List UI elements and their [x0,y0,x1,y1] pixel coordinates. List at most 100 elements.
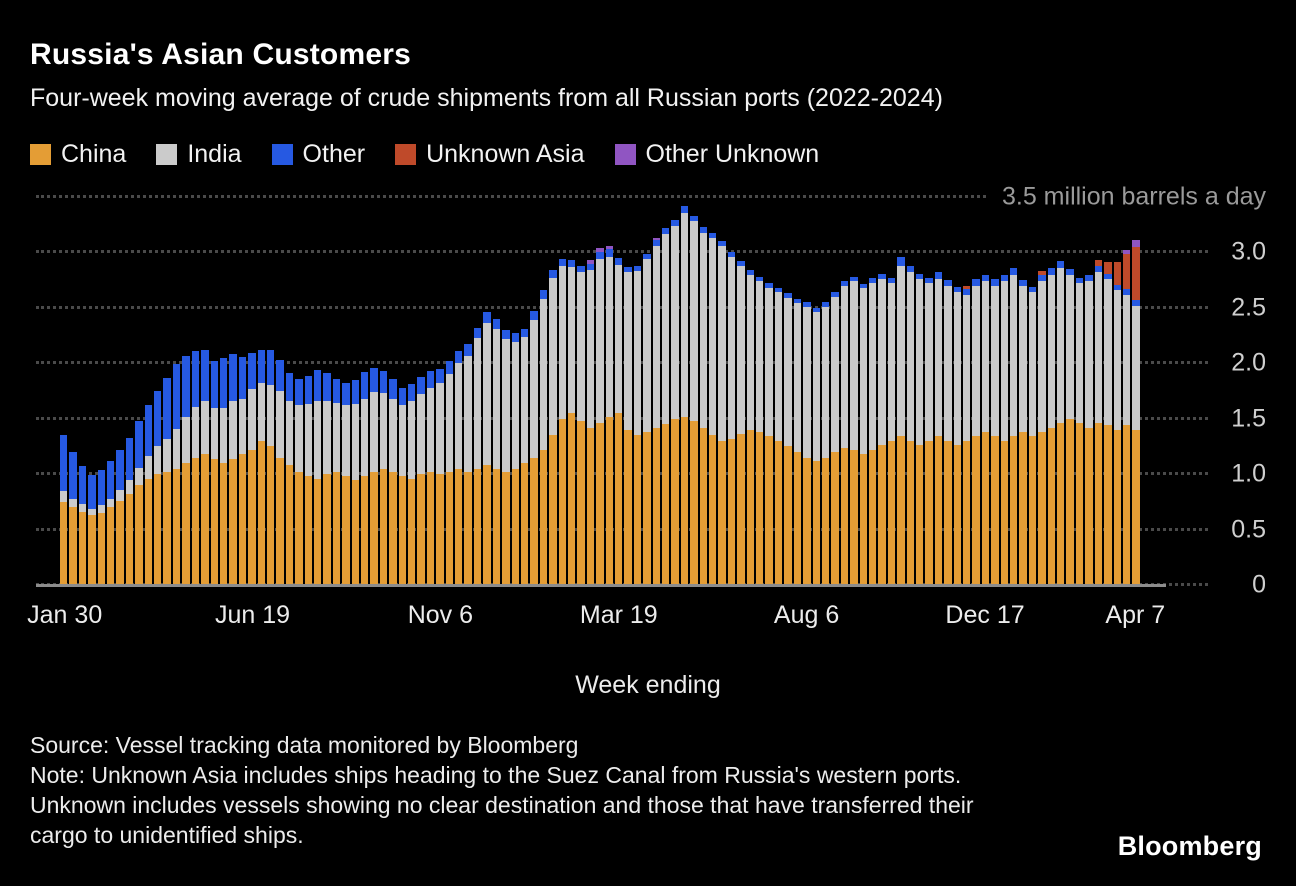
bar [586,197,595,585]
bar [963,197,971,585]
bar-segment-india [417,394,425,475]
bar [182,197,190,585]
bar-segment-china [116,500,124,585]
bar-segment-other [1038,274,1046,282]
bar-segment-china [1122,425,1131,585]
bar-segment-china [605,416,613,585]
x-axis-tick-labels: Jan 30 Jun 19 Nov 6 Mar 19 Aug 6 Dec 17 Apr 7 [27,585,1165,643]
bar [1094,197,1103,585]
bar-segment-other [276,359,284,392]
bar [483,197,491,585]
bar-segment-india [756,281,764,433]
bar-segment-other [107,460,115,499]
bar-segment-india [144,456,153,479]
bar-segment-india [1038,281,1046,433]
bar-segment-india [172,428,181,469]
bar-segment-india [1113,290,1121,430]
bar-segment-india [699,232,708,428]
bar-segment-other [313,369,322,401]
bar-segment-china [97,512,106,585]
bar [906,197,914,585]
bar [229,197,237,585]
bar-segment-india [614,264,623,414]
bar-segment-other [445,361,454,375]
bar-segment-other [97,469,106,506]
bar-segment-china [379,468,388,585]
bar-segment-india [878,279,886,446]
bar-segment-other-unknown [652,238,660,241]
bar [765,197,773,585]
bar [154,197,162,585]
bar-segment-china [455,468,463,585]
bar [1038,197,1046,585]
bar-segment-other [784,293,792,298]
bar-segment-china [426,471,435,585]
bar-segment-india [671,225,679,419]
bar [342,197,350,585]
bar-segment-india [1000,281,1009,441]
bar [821,197,830,585]
bar-segment-other [624,266,632,273]
bar-segment-china [784,446,792,585]
bar-segment-india [746,274,755,430]
bar-segment-india [229,400,237,459]
bar-segment-other [944,280,952,286]
bar-segment-india [201,401,209,455]
bar-segment-india [765,287,773,437]
bar [850,197,858,585]
bar-segment-china [934,436,943,585]
bar-segment-china [793,451,802,585]
bar [633,197,642,585]
bar-segment-china [1047,427,1056,585]
bar-segment-other [840,281,849,286]
bar-segment-china [680,416,689,585]
bar-segment-india [1104,279,1112,426]
bar [699,197,708,585]
legend-label-other-unknown: Other Unknown [645,139,820,168]
bar-segment-other [1094,265,1103,273]
bar-segment-china [840,447,849,585]
bar-segment-china [906,440,914,585]
bar-segment-india [135,467,143,486]
bar-segment-other [257,350,265,384]
bar-segment-china [925,440,933,585]
bar-segment-china [662,424,670,585]
bar-segment-other [473,327,482,338]
bar-segment-india [1028,292,1037,437]
legend-swatch-unknown-asia [395,143,417,165]
bar-segment-other [502,330,510,339]
bar-segment-china [1094,423,1103,585]
bar-segment-india [182,416,190,464]
legend-swatch-other-unknown [614,143,636,165]
bar-segment-china [1113,429,1121,585]
bar-segment-other [492,318,501,329]
bar-segment-other [238,356,247,399]
bar-segment-china [831,451,839,585]
bar-segment-other [1122,289,1131,295]
bar-segment-india [586,270,595,428]
x-axis-title: Week ending [575,671,721,699]
bar-segment-china [398,476,407,585]
bar-segment-india [408,400,416,479]
bar [511,197,519,585]
bar-segment-china [154,474,162,585]
bar [1028,197,1037,585]
bar-segment-india [1010,274,1018,437]
bar [351,197,359,585]
bar-segment-china [201,454,209,585]
bar [1075,197,1084,585]
bar [210,197,218,585]
bar [257,197,265,585]
bar-segment-other [154,391,162,447]
bar-segment-china [436,474,444,585]
bar-segment-china [746,429,755,585]
bar-segment-china [727,438,736,585]
bar-segment-india [1094,272,1103,424]
bar-segment-china [1075,423,1084,585]
bar-segment-other [709,232,717,239]
bar-segment-china [1057,423,1065,585]
bar-segment-other [191,351,200,407]
bar-segment-india [483,323,491,466]
bar-segment-china [219,463,228,585]
bar-segment-india [1057,267,1065,424]
